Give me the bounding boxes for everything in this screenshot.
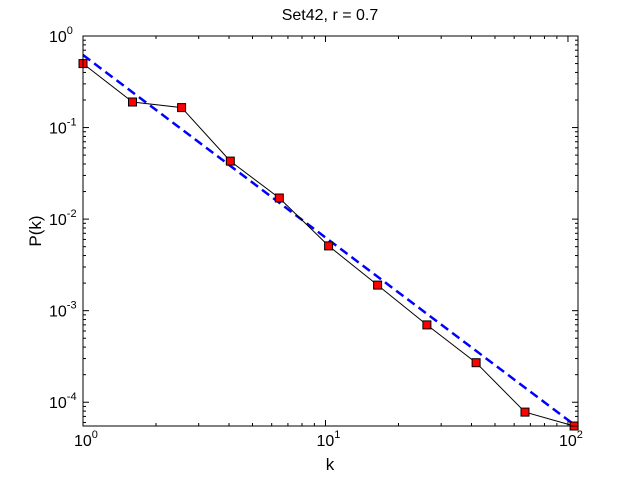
data-point-marker	[225, 156, 235, 166]
y-tick-label: 10-2	[49, 208, 77, 229]
x-axis-label: k	[326, 455, 335, 474]
y-tick-label-base: 10	[49, 212, 67, 229]
x-tick-label: 102	[559, 429, 583, 450]
y-tick-label-exponent: 0	[67, 25, 73, 37]
x-tick-label-exponent: 1	[334, 429, 340, 441]
y-axis-label: P(k)	[26, 215, 45, 246]
y-tick-label-exponent: -2	[67, 208, 77, 220]
x-tick-label-base: 10	[559, 433, 577, 450]
data-point-marker	[128, 97, 137, 107]
y-tick-label-exponent: -3	[67, 300, 77, 312]
data-point-marker	[422, 320, 432, 330]
y-tick-label-base: 10	[49, 395, 67, 412]
data-point-marker	[324, 241, 334, 251]
y-tick-label-base: 10	[49, 121, 67, 138]
data-point-marker	[177, 103, 187, 113]
chart-title: Set42, r = 0.7	[282, 7, 379, 24]
data-point-marker	[471, 358, 481, 368]
data-point-marker	[373, 280, 383, 290]
plot-frame	[82, 35, 579, 427]
plot-area	[83, 36, 578, 426]
y-tick-label-base: 10	[49, 304, 67, 321]
fit-line	[82, 54, 575, 426]
y-tick-label: 10-1	[49, 117, 77, 138]
data-point-marker	[520, 407, 530, 417]
x-tick-label: 101	[316, 429, 340, 450]
data-point-marker	[274, 193, 284, 203]
y-tick-label: 10-4	[49, 391, 77, 412]
y-tick-label-exponent: -1	[67, 117, 77, 129]
x-tick-label: 100	[74, 429, 98, 450]
x-tick-label-base: 10	[74, 433, 92, 450]
x-tick-label-exponent: 0	[92, 429, 98, 441]
y-tick-label: 100	[49, 25, 73, 46]
y-tick-label: 10-3	[49, 300, 77, 321]
x-tick-label-exponent: 2	[577, 429, 583, 441]
y-tick-label-exponent: -4	[67, 391, 77, 403]
y-tick-label-base: 10	[49, 29, 67, 46]
x-tick-label-base: 10	[316, 433, 334, 450]
